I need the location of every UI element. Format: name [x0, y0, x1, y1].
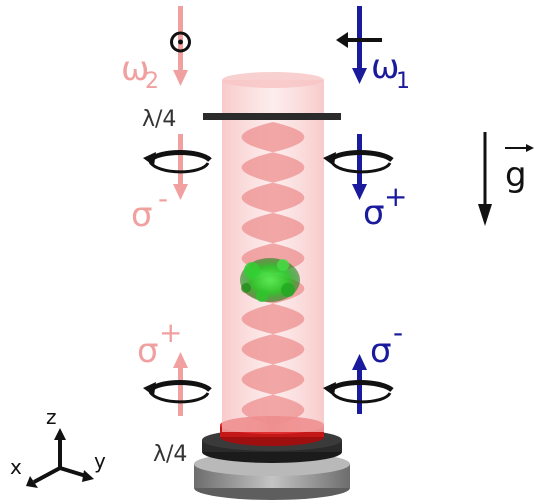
- omega2-label: ω: [121, 49, 149, 89]
- sigma-plus-right-beam: [323, 134, 394, 200]
- sigma-minus-left-beam: [143, 134, 212, 200]
- wave-lobe: [241, 394, 305, 425]
- omega1-label: ω: [371, 47, 399, 87]
- wave-lobe: [241, 303, 305, 335]
- atom-cloud: [240, 258, 300, 302]
- sigma-minus-right-beam: [323, 354, 394, 414]
- coordinate-axes: [26, 428, 94, 488]
- sigma-plus-left-label: σ: [137, 331, 159, 371]
- wave-lobe: [241, 152, 305, 183]
- wave-lobe: [241, 122, 305, 153]
- lambda-quarter-top: λ/4: [142, 107, 176, 132]
- sigma-plus-right-sup: +: [384, 180, 407, 213]
- gravity-arrow: [478, 132, 492, 226]
- sigma-plus-left-sup: +: [159, 316, 182, 349]
- omega1-subscript: 1: [396, 69, 410, 94]
- omega1-beam: [336, 6, 382, 84]
- wave-lobe: [241, 182, 305, 213]
- omega2-beam: [170, 6, 191, 86]
- axis-y-label: y: [94, 449, 106, 473]
- sigma-minus-right-label: σ: [370, 331, 392, 371]
- sigma-minus-left-sup: -: [158, 182, 168, 215]
- axis-x-label: x: [10, 455, 22, 479]
- wave-lobe: [241, 334, 305, 365]
- axis-z-label: z: [46, 405, 57, 429]
- gravity-vector-arrow-icon: [505, 144, 534, 152]
- lambda-quarter-bottom: λ/4: [153, 442, 187, 467]
- sigma-plus-right-label: σ: [363, 193, 385, 233]
- wave-lobe: [241, 212, 305, 244]
- top-waveplate: [203, 113, 341, 120]
- sigma-plus-left-beam: [143, 352, 212, 416]
- omega2-subscript: 2: [145, 69, 159, 94]
- gravity-label: g: [505, 155, 527, 195]
- sigma-minus-left-label: σ: [131, 195, 153, 235]
- sigma-minus-right-sup: -: [393, 316, 403, 349]
- wave-lobe: [241, 364, 305, 395]
